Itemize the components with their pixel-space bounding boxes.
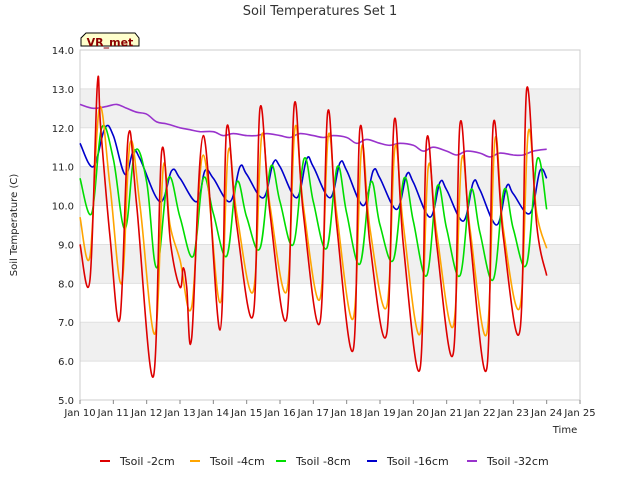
x-tick-label: Jan 25 xyxy=(563,408,595,419)
x-axis: Jan 10 Jan 11 Jan 12 Jan 13 Jan 14 Jan 15 Jan … xyxy=(63,400,596,419)
y-tick-label: 14.0 xyxy=(52,46,74,57)
y-tick-label: 8.0 xyxy=(58,279,74,290)
legend-label-tsoil-2cm: Tsoil -2cm xyxy=(119,455,175,468)
y-tick-label: 9.0 xyxy=(58,240,74,251)
grid-band xyxy=(80,322,580,362)
x-tick-label: Jan 11 xyxy=(97,408,129,419)
legend: Tsoil -2cm Tsoil -4cm Tsoil -8cm Tsoil -16c… xyxy=(100,455,549,468)
chart-title: Soil Temperatures Set 1 xyxy=(243,4,398,19)
y-axis-title: Soil Temperature (C) xyxy=(9,174,20,277)
x-tick-label: Jan 17 xyxy=(297,408,329,419)
y-tick-label: 10.0 xyxy=(52,202,74,213)
x-tick-label: Jan 22 xyxy=(463,408,495,419)
y-tick-label: 11.0 xyxy=(52,163,74,174)
x-tick-label: Jan 20 xyxy=(397,408,429,419)
series-line-tsoil-2cm xyxy=(79,75,548,378)
x-axis-title: Time xyxy=(552,425,577,436)
x-tick-label: Jan 15 xyxy=(230,408,262,419)
y-tick-label: 12.0 xyxy=(52,124,74,135)
series-layer xyxy=(79,75,548,378)
badge-shape xyxy=(80,32,140,47)
series-line-tsoil-8cm xyxy=(79,124,548,282)
badge-label: VR_met xyxy=(87,36,134,49)
series-line-tsoil-32cm xyxy=(79,103,547,158)
y-tick-label: 6.0 xyxy=(58,357,74,368)
y-tick-label: 5.0 xyxy=(58,396,74,407)
legend-label-tsoil-16cm: Tsoil -16cm xyxy=(386,455,449,468)
legend-label-tsoil-32cm: Tsoil -32cm xyxy=(486,455,549,468)
legend-label-tsoil-8cm: Tsoil -8cm xyxy=(295,455,351,468)
x-tick-label: Jan 24 xyxy=(530,408,562,419)
x-tick-label: Jan 13 xyxy=(163,408,195,419)
x-tick-label: Jan 12 xyxy=(130,408,162,419)
station-badge: VR_met xyxy=(80,32,140,49)
y-axis: 5.0 6.0 7.0 8.0 9.0 10.0 11.0 12.0 13.0 14.0 xyxy=(52,46,74,407)
x-tick-label: Jan 16 xyxy=(263,408,295,419)
grid-band xyxy=(80,166,580,206)
y-tick-label: 13.0 xyxy=(52,85,74,96)
grid-band xyxy=(80,50,580,89)
plot-frame xyxy=(79,49,581,401)
grid-band xyxy=(80,361,580,400)
y-tick-label: 7.0 xyxy=(58,318,74,329)
legend-label-tsoil-4cm: Tsoil -4cm xyxy=(209,455,265,468)
x-tick-label: Jan 23 xyxy=(497,408,529,419)
x-tick-label: Jan 19 xyxy=(363,408,395,419)
x-tick-label: Jan 14 xyxy=(197,408,229,419)
x-tick-label: Jan 18 xyxy=(330,408,362,419)
x-tick-label: Jan 21 xyxy=(430,408,462,419)
grid-band xyxy=(80,283,580,323)
x-tick-label: Jan 10 xyxy=(63,408,95,419)
